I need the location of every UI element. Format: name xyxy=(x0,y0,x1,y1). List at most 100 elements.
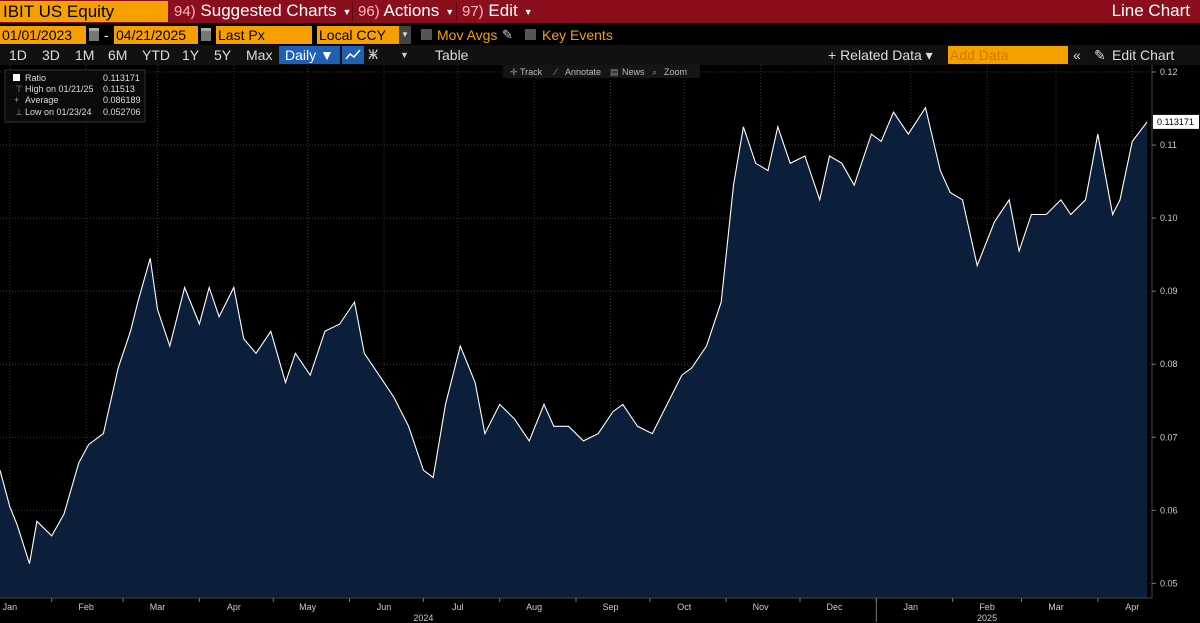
caret-down-icon: ▼ xyxy=(445,6,455,17)
collapse-icon[interactable]: « xyxy=(1073,47,1081,63)
actions-menu[interactable]: 96) Actions ▼ xyxy=(358,0,454,23)
top-bar: IBIT US Equity 94) Suggested Charts ▼ 96)… xyxy=(0,0,1200,23)
chart-tools: ✛ Track ∕ Annotate ▤ News ⌕ Zoom xyxy=(503,65,700,78)
caret-down-icon: ▼ xyxy=(342,6,352,17)
range-ytd[interactable]: YTD xyxy=(142,47,170,63)
add-data-input[interactable]: Add Data xyxy=(948,46,1068,64)
menu-number: 96) xyxy=(358,3,380,20)
price-chart[interactable]: 0.05 0.06 0.07 0.08 0.09 0.10 0.11 0.12 Jan Feb M… xyxy=(0,65,1200,623)
x-tick-label: Apr xyxy=(1125,602,1139,612)
divider xyxy=(352,2,353,21)
legend-swatch xyxy=(13,74,20,81)
range-1m[interactable]: 1M xyxy=(75,47,95,63)
high-marker-icon: ⊤ xyxy=(15,84,23,94)
annotate-icon: ∕ xyxy=(553,67,558,77)
x-tick-label: Mar xyxy=(1048,602,1064,612)
caret-down-icon: ▼ xyxy=(523,6,533,17)
range-toolbar: 1D 3D 1M 6M YTD 1Y 5Y Max Daily ▼ ⵥ ▼ Ta… xyxy=(0,45,1200,65)
year-label: 2024 xyxy=(413,613,433,623)
menu-label: Actions xyxy=(383,1,440,20)
x-tick-label: Feb xyxy=(78,602,94,612)
divider xyxy=(456,2,457,21)
x-tick-label: Oct xyxy=(677,602,692,612)
pencil-icon[interactable]: ✎ xyxy=(502,27,513,42)
y-tick-label: 0.12 xyxy=(1160,67,1178,77)
x-axis: Jan Feb Mar Apr May Jun Jul Aug Sep Oct Nov Dec Jan F… xyxy=(0,597,1152,623)
legend: Ratio 0.113171 ⊤ High on 01/21/25 0.1151… xyxy=(4,69,146,123)
date-field-bar: 01/01/2023 - 04/21/2025 Last Px Local CC… xyxy=(0,25,1200,45)
legend-value-low: 0.052706 xyxy=(103,107,141,117)
x-tick-label: Jun xyxy=(377,602,392,612)
x-tick-label: Jul xyxy=(452,602,464,612)
y-tick-label: 0.08 xyxy=(1160,359,1178,369)
low-marker-icon: ⊥ xyxy=(15,107,23,117)
ohlc-bars-icon[interactable]: ⵥ xyxy=(368,47,379,62)
x-tick-label: Sep xyxy=(602,602,618,612)
y-tick-label: 0.11 xyxy=(1160,140,1177,150)
mov-avgs-label[interactable]: Mov Avgs xyxy=(437,27,498,43)
suggested-charts-menu[interactable]: 94) Suggested Charts ▼ xyxy=(174,0,351,23)
end-date-input[interactable]: 04/21/2025 xyxy=(114,26,198,44)
y-axis: 0.05 0.06 0.07 0.08 0.09 0.10 0.11 0.12 xyxy=(1151,65,1178,598)
line-chart-icon xyxy=(345,49,361,60)
security-input[interactable]: IBIT US Equity xyxy=(0,1,168,22)
x-tick-label: Aug xyxy=(526,602,542,612)
line-chart-button[interactable] xyxy=(342,46,364,64)
x-tick-label: Jan xyxy=(3,602,18,612)
y-tick-label: 0.06 xyxy=(1160,505,1178,515)
key-events-checkbox[interactable] xyxy=(525,29,536,40)
track-icon: ✛ xyxy=(510,67,518,77)
currency-dropdown-icon[interactable]: ▼ xyxy=(399,26,411,44)
legend-label-high: High on 01/21/25 xyxy=(25,84,94,94)
last-value-label: 0.113171 xyxy=(1157,117,1194,127)
annotate-tool[interactable]: Annotate xyxy=(565,67,601,77)
table-button[interactable]: Table xyxy=(435,47,469,63)
mov-avgs-checkbox[interactable] xyxy=(421,29,432,40)
date-separator: - xyxy=(104,27,109,43)
series-line xyxy=(0,106,1148,564)
chart-style-dropdown-icon[interactable]: ▼ xyxy=(400,50,409,60)
field-select[interactable]: Last Px xyxy=(216,26,312,44)
legend-value-ratio: 0.113171 xyxy=(103,73,140,83)
menu-number: 97) xyxy=(462,3,484,20)
edit-chart-button[interactable]: Edit Chart xyxy=(1112,47,1175,63)
range-max[interactable]: Max xyxy=(246,47,273,63)
calendar-icon[interactable] xyxy=(89,28,99,41)
area-fill xyxy=(0,107,1148,598)
news-tool[interactable]: News xyxy=(622,67,645,77)
legend-label-low: Low on 01/23/24 xyxy=(25,107,92,117)
frequency-select[interactable]: Daily ▼ xyxy=(279,46,340,64)
legend-value-high: 0.11513 xyxy=(103,84,135,94)
x-tick-label: Mar xyxy=(150,602,166,612)
y-tick-label: 0.09 xyxy=(1160,286,1178,296)
x-tick-label: May xyxy=(299,602,317,612)
menu-label: Edit xyxy=(488,1,518,20)
y-tick-label: 0.05 xyxy=(1160,578,1178,588)
related-data-button[interactable]: + Related Data ▾ xyxy=(828,47,933,63)
legend-label-ratio: Ratio xyxy=(25,73,46,83)
currency-select[interactable]: Local CCY xyxy=(317,26,399,44)
year-label: 2025 xyxy=(977,613,997,623)
y-tick-label: 0.10 xyxy=(1160,213,1178,223)
x-tick-label: Feb xyxy=(979,602,995,612)
menu-number: 94) xyxy=(174,3,196,20)
range-5y[interactable]: 5Y xyxy=(214,47,232,63)
edit-menu[interactable]: 97) Edit ▼ xyxy=(462,0,533,23)
range-3d[interactable]: 3D xyxy=(42,47,60,63)
legend-label-average: Average xyxy=(25,95,58,105)
x-tick-label: Dec xyxy=(826,602,843,612)
calendar-icon[interactable] xyxy=(201,28,211,41)
track-tool[interactable]: Track xyxy=(520,67,543,77)
x-tick-label: Apr xyxy=(227,602,241,612)
news-icon: ▤ xyxy=(610,67,619,77)
pencil-icon[interactable]: ✎ xyxy=(1094,47,1106,63)
start-date-input[interactable]: 01/01/2023 xyxy=(0,26,86,44)
range-1y[interactable]: 1Y xyxy=(182,47,200,63)
range-6m[interactable]: 6M xyxy=(108,47,128,63)
y-tick-label: 0.07 xyxy=(1160,432,1178,442)
zoom-tool[interactable]: Zoom xyxy=(664,67,687,77)
range-1d[interactable]: 1D xyxy=(9,47,27,63)
key-events-label[interactable]: Key Events xyxy=(542,27,613,43)
zoom-icon: ⌕ xyxy=(652,67,657,77)
chart-type-title: Line Chart xyxy=(1111,1,1190,20)
